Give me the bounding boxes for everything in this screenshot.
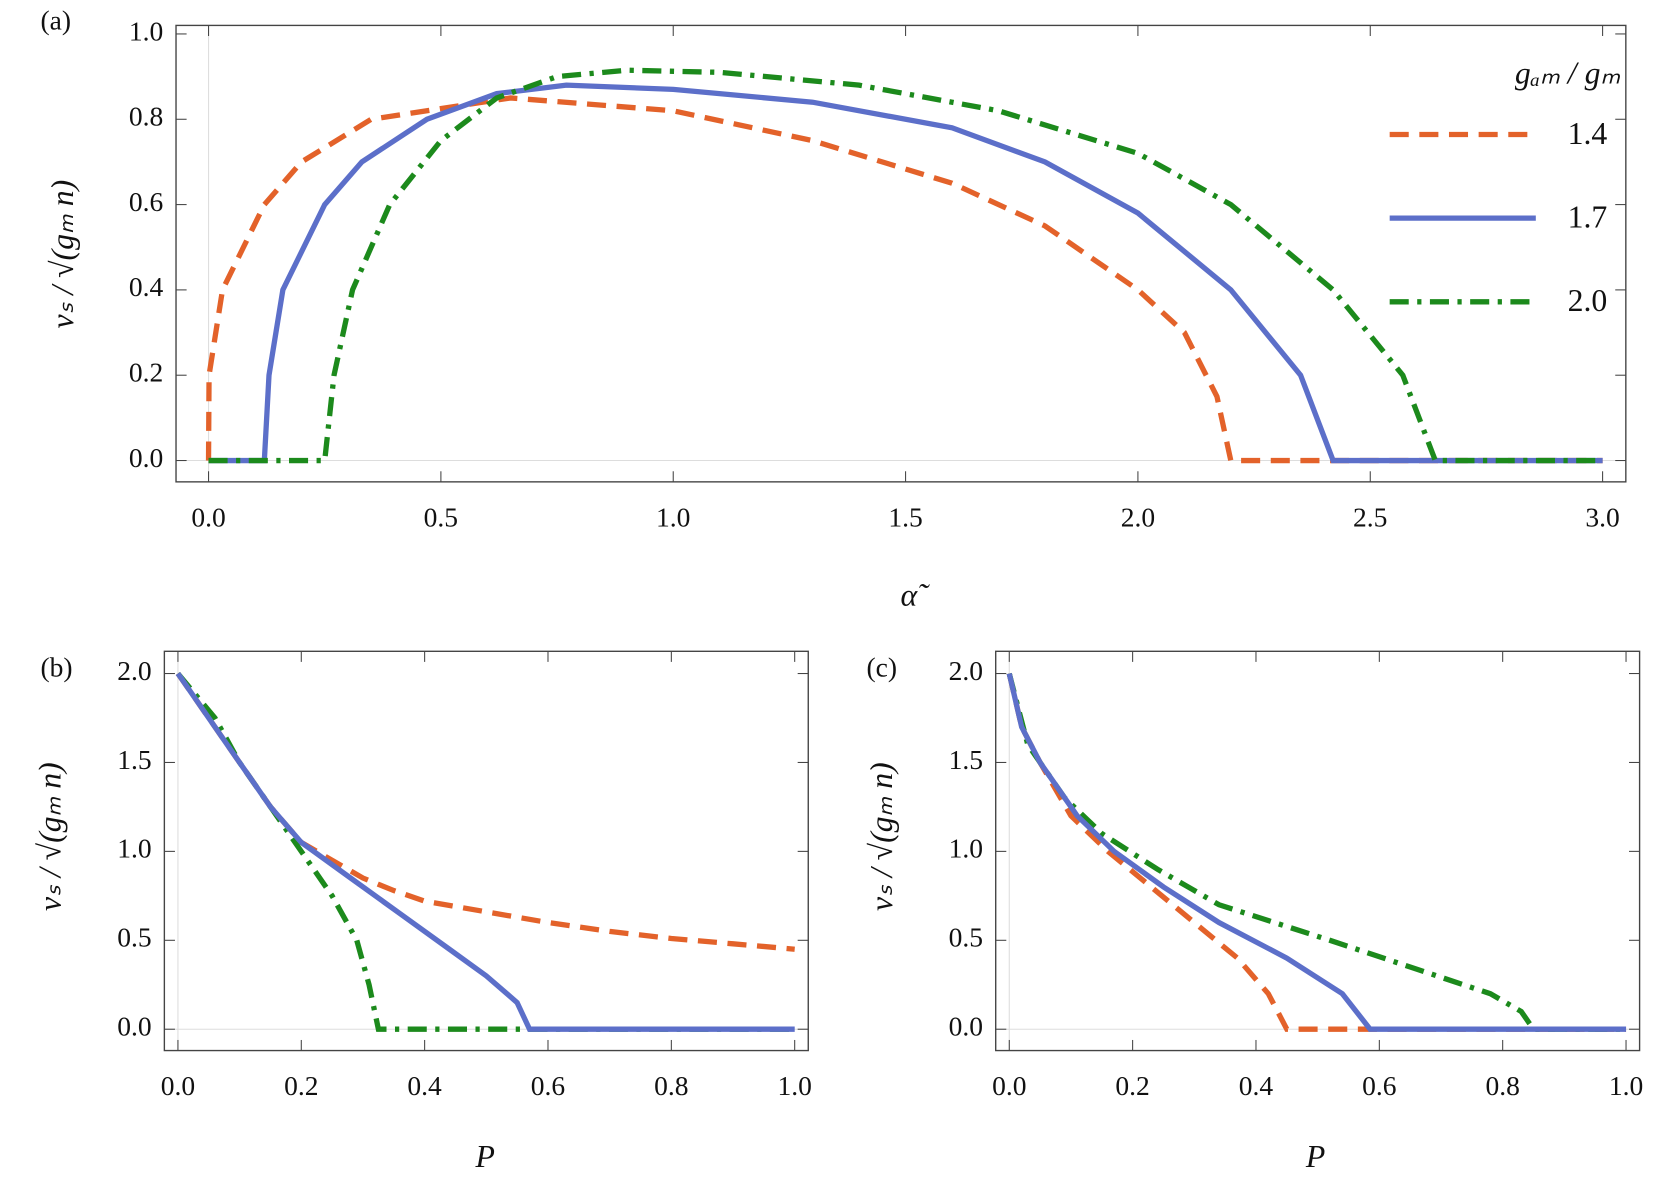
x-tick-label: 0.8 [654,1070,688,1101]
y-tick-label: 0.8 [129,101,163,132]
series-line [175,672,795,1032]
series-line [205,95,1603,464]
x-tick-label: 1.0 [1609,1070,1643,1101]
x-tick-label: 0.5 [424,501,458,532]
panel-label: (c) [867,652,898,683]
y-axis-label: vₛ / √(gₘ n) [45,180,80,329]
series-line [1006,672,1627,1032]
x-tick-label: 0.4 [407,1070,442,1101]
x-tick-label: 0.6 [1362,1070,1396,1101]
y-tick-label: 0.5 [949,922,983,953]
y-tick-label: 0.0 [117,1011,151,1042]
panel-label: (a) [40,5,71,36]
x-tick-label: 0.0 [191,501,225,532]
x-tick-label: 0.0 [992,1070,1026,1101]
plot-frame [175,24,1627,483]
x-tick-label: 0.2 [284,1070,318,1101]
y-tick-label: 2.0 [949,655,983,686]
x-axis-label: α̃ [901,578,931,613]
x-tick-label: 3.0 [1585,501,1619,532]
x-tick-label: 0.4 [1239,1070,1274,1101]
y-axis-label: vₛ / √(gₘ n) [32,762,67,911]
x-tick-label: 2.5 [1353,501,1387,532]
y-tick-label: 1.5 [117,744,151,775]
y-tick-label: 0.6 [129,186,163,217]
legend-title: gₐₘ / gₘ [1515,56,1621,91]
series-line [208,67,1603,464]
x-axis-label: P [475,1139,495,1174]
y-tick-label: 0.0 [129,442,163,473]
y-tick-label: 1.0 [949,833,983,864]
plot-frame [163,650,809,1052]
x-tick-label: 0.0 [161,1070,195,1101]
y-tick-label: 0.2 [129,357,163,388]
y-tick-label: 2.0 [117,655,151,686]
y-tick-label: 1.0 [117,833,151,864]
x-tick-label: 1.0 [777,1070,811,1101]
y-tick-label: 1.0 [129,15,163,46]
y-axis-label: vₛ / √(gₘ n) [864,762,899,911]
y-tick-label: 0.5 [117,922,151,953]
y-tick-label: 0.0 [949,1011,983,1042]
x-tick-label: 1.5 [888,501,922,532]
legend-label: 1.4 [1568,116,1608,151]
legend-label: 2.0 [1568,283,1608,318]
x-tick-label: 1.0 [656,501,690,532]
x-tick-label: 0.2 [1115,1070,1149,1101]
x-tick-label: 2.0 [1121,501,1155,532]
y-tick-label: 0.4 [129,271,164,302]
x-tick-label: 0.8 [1485,1070,1519,1101]
x-tick-label: 0.6 [531,1070,565,1101]
x-axis-label: P [1305,1139,1325,1174]
y-tick-label: 1.5 [949,744,983,775]
panel-label: (b) [40,652,72,683]
legend-label: 1.7 [1568,200,1608,235]
plot-frame [995,650,1641,1052]
series-line [208,82,1603,464]
